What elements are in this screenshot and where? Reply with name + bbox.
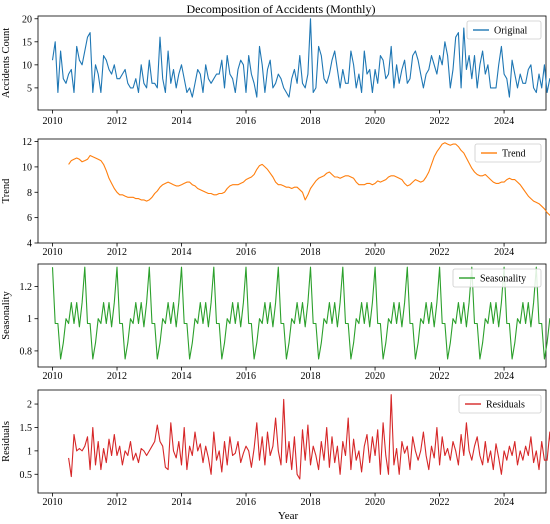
subplot-1: 5 10 15 20 2010 2012 2014 2016 2018 2020 2022 2024 A… [1, 14, 550, 127]
subplot-frame [37, 389, 547, 494]
x-tick-label: 2014 [172, 116, 192, 127]
y-tick-label: 1.5 [20, 423, 33, 434]
subplot-3: 0.8 1 1.2 2010 2012 2014 2016 2018 2020 2022 2024 S… [1, 263, 550, 382]
y-axis-label: Accidents Count [1, 28, 12, 98]
y-tick-label: 0.8 [20, 346, 33, 357]
figure-title: Decomposition of Accidents (Monthly) [187, 2, 376, 16]
legend: Residuals [458, 394, 542, 414]
y-tick-label: 5 [27, 83, 32, 94]
y-axis-label: Trend [1, 178, 12, 203]
x-tick-label: 2014 [172, 371, 192, 382]
x-tick-label: 2016 [236, 116, 256, 127]
y-tick-label: 0.5 [20, 470, 33, 481]
x-tick-label: 2016 [236, 371, 256, 382]
x-tick-label: 2010 [43, 371, 63, 382]
y-tick-label: 8 [27, 188, 32, 199]
x-tick-label: 2022 [430, 116, 450, 127]
x-tick-label: 2016 [236, 497, 256, 508]
x-tick-label: 2010 [43, 497, 63, 508]
x-tick-label: 2020 [365, 247, 385, 258]
x-tick-label: 2024 [494, 371, 514, 382]
subplot-frame [37, 138, 547, 244]
x-tick-label: 2014 [172, 497, 192, 508]
legend-box [474, 143, 542, 163]
x-tick-label: 2012 [107, 371, 127, 382]
legend: Trend [474, 143, 542, 163]
x-tick-label: 2012 [107, 497, 127, 508]
legend-label: Trend [502, 149, 526, 160]
y-tick-label: 10 [22, 162, 32, 173]
subplot-2: 4 6 8 10 12 2010 2012 2014 2016 2018 2020 2022 2024 T… [1, 137, 550, 258]
x-tick-label: 2018 [301, 116, 321, 127]
legend: Original [466, 20, 542, 40]
series-line [68, 142, 550, 217]
subplot-4: 0.5 1 1.5 2 2010 2012 2014 2016 2018 2020 2022 2024… [1, 389, 550, 508]
y-tick-label: 10 [22, 60, 32, 71]
x-tick-label: 2018 [301, 371, 321, 382]
y-tick-label: 20 [22, 14, 32, 25]
x-axis-label: Year [278, 510, 299, 522]
x-tick-label: 2014 [172, 247, 192, 258]
y-tick-label: 1.2 [20, 282, 33, 293]
x-tick-label: 2018 [301, 497, 321, 508]
y-tick-label: 1 [27, 314, 32, 325]
x-tick-label: 2010 [43, 247, 63, 258]
x-tick-label: 2020 [365, 497, 385, 508]
x-tick-label: 2022 [430, 247, 450, 258]
y-tick-label: 2 [27, 400, 32, 411]
y-tick-label: 15 [22, 37, 32, 48]
series-line [51, 18, 550, 98]
x-tick-label: 2024 [494, 116, 514, 127]
x-tick-label: 2024 [494, 247, 514, 258]
y-tick-label: 12 [22, 137, 32, 148]
x-tick-label: 2024 [494, 497, 514, 508]
legend-box [458, 394, 542, 414]
y-tick-label: 4 [27, 239, 32, 250]
x-tick-label: 2012 [107, 247, 127, 258]
y-axis-label: Seasonality [1, 291, 12, 340]
legend-label: Seasonality [480, 274, 526, 285]
legend-label: Residuals [486, 400, 525, 411]
x-tick-label: 2022 [430, 497, 450, 508]
legend-box [466, 20, 542, 40]
x-tick-label: 2016 [236, 247, 256, 258]
x-tick-label: 2010 [43, 116, 63, 127]
x-tick-label: 2020 [365, 371, 385, 382]
y-tick-label: 6 [27, 213, 32, 224]
x-tick-label: 2012 [107, 116, 127, 127]
subplot-frame [37, 263, 547, 368]
legend-box [452, 268, 542, 288]
legend-label: Original [494, 26, 528, 37]
legend: Seasonality [452, 268, 542, 288]
y-tick-label: 1 [27, 446, 32, 457]
x-tick-label: 2018 [301, 247, 321, 258]
x-tick-label: 2020 [365, 116, 385, 127]
subplot-frame [37, 15, 547, 111]
x-tick-label: 2022 [430, 371, 450, 382]
series-line [51, 266, 550, 360]
y-axis-label: Residuals [1, 421, 12, 462]
series-line [68, 394, 550, 480]
